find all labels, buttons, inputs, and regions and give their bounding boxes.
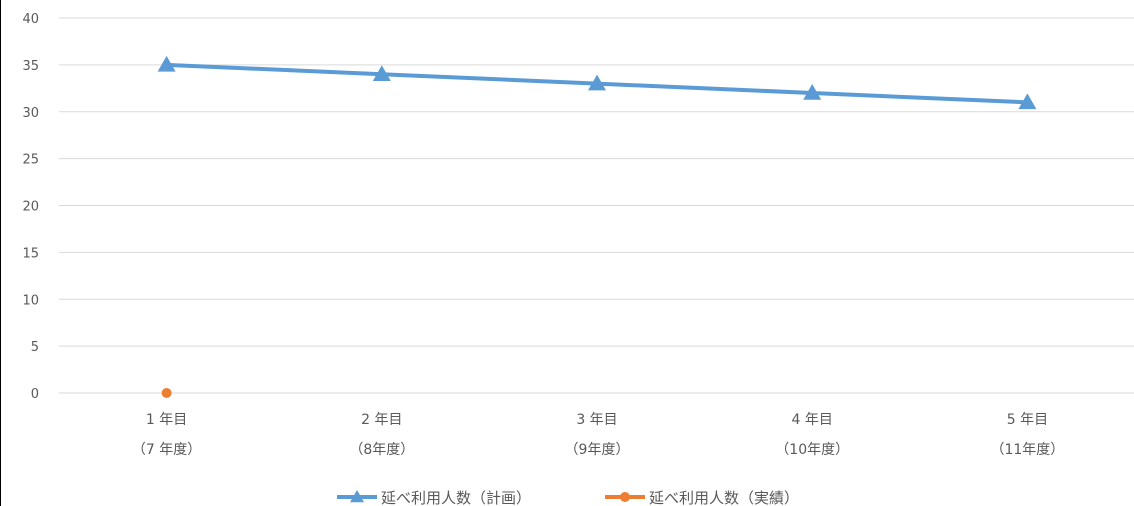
x-axis-ticks: 1 年目 （7 年度） 2 年目 （8年度） 3 年目 （9年度） 4 年目 （10年度） 5 … [132, 412, 1064, 458]
x-tick-label: 1 年目 [146, 412, 187, 428]
y-tick-label: 40 [22, 12, 39, 27]
y-tick-label: 20 [22, 200, 39, 215]
x-tick-label: 5 年目 [1007, 412, 1048, 428]
data-point-triangle [157, 55, 176, 72]
x-tick-label: 2 年目 [361, 412, 402, 428]
legend[interactable]: 延べ利用人数（計画） 延べ利用人数（実績） [337, 489, 799, 506]
data-point-triangle [372, 65, 391, 81]
legend-item-0[interactable]: 延べ利用人数（計画） [337, 489, 531, 506]
gridlines [59, 17, 1134, 394]
series [157, 55, 1037, 398]
y-tick-label: 0 [31, 387, 39, 402]
x-tick-label: （10年度） [775, 442, 849, 458]
y-tick-label: 35 [22, 59, 39, 74]
y-tick-label: 15 [22, 246, 39, 261]
data-point-triangle [1018, 93, 1037, 110]
y-tick-label: 10 [22, 293, 39, 308]
y-tick-label: 25 [22, 153, 39, 168]
x-tick-label: （7 年度） [132, 442, 201, 458]
legend-label: 延べ利用人数（計画） [381, 489, 531, 506]
x-tick-label: （8年度） [349, 442, 414, 458]
x-tick-label: 4 年目 [792, 412, 833, 428]
x-tick-label: （11年度） [990, 442, 1064, 458]
data-point-triangle [588, 74, 606, 91]
data-point-circle [161, 388, 172, 398]
legend-label: 延べ利用人数（実績） [649, 489, 799, 506]
x-tick-label: 3 年目 [576, 412, 617, 428]
legend-circle-marker [620, 492, 630, 502]
x-tick-label: （9年度） [565, 442, 630, 458]
y-tick-label: 30 [22, 106, 39, 121]
y-axis-ticks: 0 5 10 15 20 25 30 35 40 [22, 12, 39, 402]
data-point-triangle [803, 84, 822, 100]
legend-item-1[interactable]: 延べ利用人数（実績） [605, 489, 799, 506]
y-tick-label: 5 [31, 340, 39, 355]
legend-triangle-marker [350, 490, 364, 503]
